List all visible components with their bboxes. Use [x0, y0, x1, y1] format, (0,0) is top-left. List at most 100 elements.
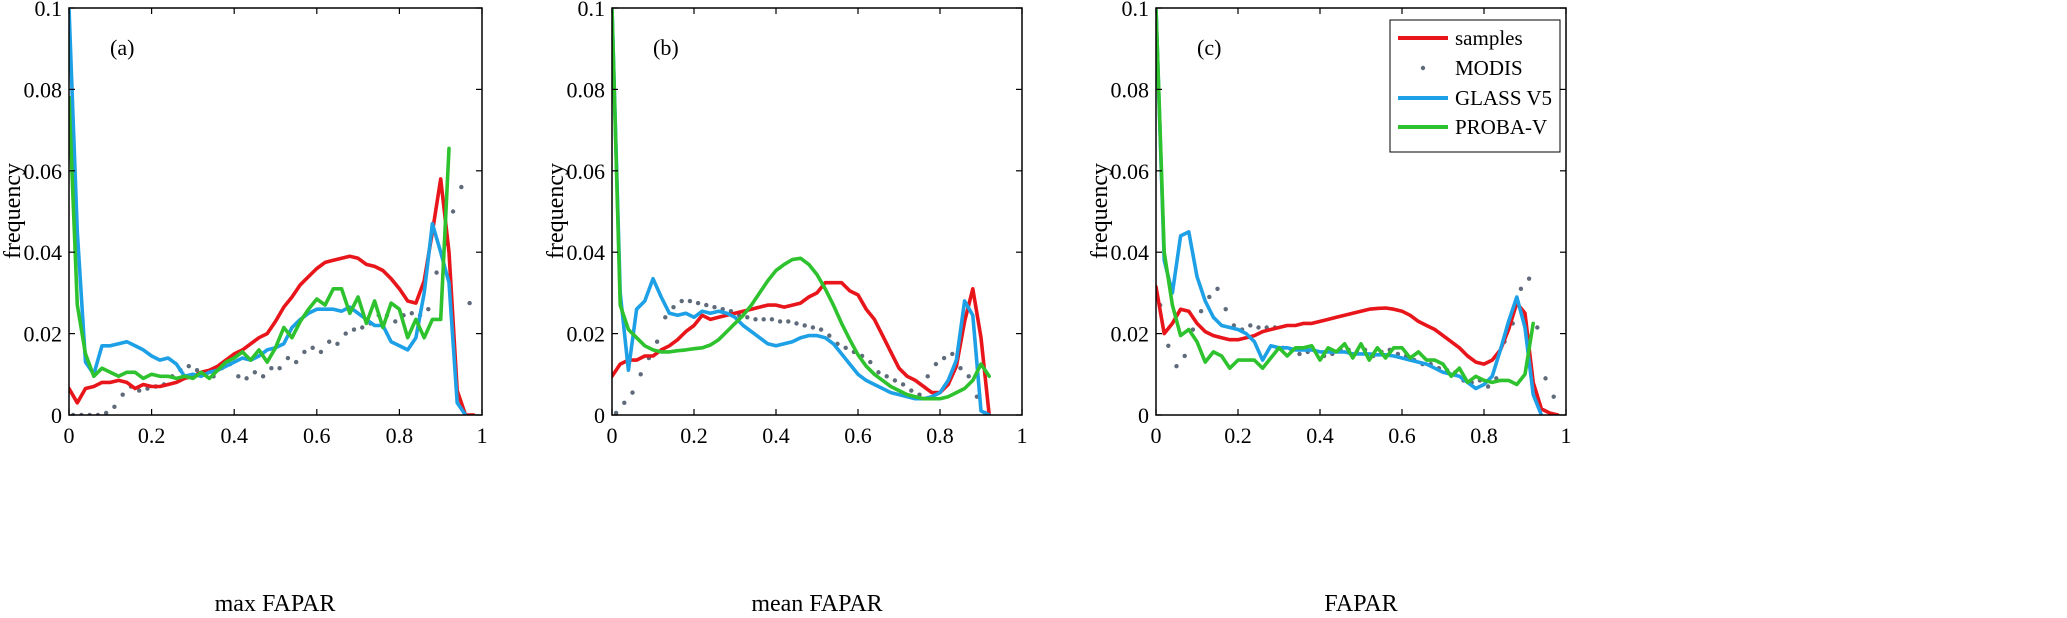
panel-a-series-modis-point-27: [293, 359, 299, 365]
legend-label-glass-v5: GLASS V5: [1455, 86, 1552, 110]
panel-b-series-modis-point-33: [884, 374, 889, 379]
panel-b-series-proba-v: [612, 8, 992, 401]
panel-c-series-modis-point-7: [1215, 286, 1220, 292]
panel-b-series-glass-v5: [612, 8, 992, 415]
panel-a-series-modis-point-32: [335, 341, 340, 346]
panel-c-series-modis-point-47: [1543, 376, 1548, 381]
panel-a-frame: [68, 7, 483, 416]
panel-c-ytick-label-5: 0.1: [1122, 0, 1150, 21]
panel-c-axes: 0 0.2 0.4 0.6 0.8 1 0 0.02 0.04 0.06 0.08 0.1: [1111, 0, 1572, 448]
panel-c-series-modis-point-46: [1535, 325, 1540, 330]
panel-b-series-modis-point-43: [966, 374, 971, 379]
panel-b-axes: 0 0.2 0.4 0.6 0.8 1 0 0.02 0.04 0.06 0.08 0.1: [567, 0, 1028, 448]
panel-b-xtick-label-3: 0.6: [844, 423, 872, 448]
panel-a-series-modis-point-31: [326, 339, 332, 344]
panel-b-ylabel: frequency: [543, 163, 569, 259]
panel-c-label: (c): [1197, 35, 1221, 60]
panel-b-series-modis-point-19: [769, 317, 775, 322]
panel-b-xtick-label-5: 1: [1017, 423, 1028, 448]
panel-a-series-modis-point-41: [409, 311, 414, 316]
panel-b-series-modis-point-6: [663, 315, 668, 320]
panel-a-series-modis-point-20: [236, 374, 241, 379]
panel-c-xtick-label-3: 0.6: [1388, 423, 1416, 448]
legend-label-modis: MODIS: [1455, 56, 1523, 80]
panel-a-series-modis-point-25: [277, 365, 282, 371]
panel-b-series-modis-point-25: [818, 327, 824, 332]
panel-b-series-modis-point-40: [941, 355, 947, 361]
panel-a-series-modis-point-26: [285, 355, 291, 361]
panel-a-ytick-label-0: 0: [51, 403, 62, 428]
panel-a-series-modis-point-24: [269, 365, 274, 371]
panel-c-ytick-label-4: 0.08: [1111, 77, 1150, 102]
panel-a-ytick-label-4: 0.08: [24, 77, 63, 102]
panel-a-series-modis-point-28: [302, 349, 307, 355]
panel-a-series-modis-point-22: [252, 370, 258, 375]
panel-b-series-modis-point-1: [622, 400, 627, 405]
panel-a-series-modis-point-6: [120, 392, 125, 397]
panel-b-series-modis-point-36: [909, 388, 914, 393]
panel-b-series-modis-point-35: [900, 382, 906, 387]
panel-b-series-samples: [612, 280, 992, 415]
panel-a-xtick-label-0: 0: [64, 423, 75, 448]
panel-a-series-modis-point-33: [343, 331, 348, 336]
panel-c-xlabel: FAPAR: [1324, 591, 1397, 617]
panel-c-xtick-label-5: 1: [1561, 423, 1572, 448]
panel-b-series-modis-point-20: [777, 319, 783, 324]
panel-a-series-modis-point-30: [318, 349, 324, 355]
panel-a: 0 0.2 0.4 0.6 0.8 1 0 0.02 0.04 0.06 0.08 0.1 (a) m…: [0, 0, 488, 617]
panel-b-series-modis-point-24: [810, 325, 816, 330]
panel-b-series: [612, 8, 992, 415]
panel-c-xtick-label-0: 0: [1151, 423, 1162, 448]
panel-b-series-modis-point-34: [892, 378, 898, 383]
panel-b-series-modis-point-21: [786, 319, 791, 324]
legend-label-samples: samples: [1455, 26, 1523, 50]
panel-b-series-modis-point-16: [745, 315, 750, 320]
panel-a-series-proba-v: [69, 95, 451, 381]
panel-b-series-modis-point-38: [925, 374, 930, 379]
panel-a-series-modis-point-44: [434, 270, 439, 275]
panel-c-series-modis-point-11: [1248, 323, 1253, 328]
panel-c-series-modis-point-12: [1256, 325, 1261, 330]
panel-c-series-modis-point-40: [1485, 384, 1491, 389]
panel-b-series-modis-point-41: [950, 351, 955, 357]
panel-a-axes: 0 0.2 0.4 0.6 0.8 1 0 0.02 0.04 0.06 0.08 0.1: [24, 0, 488, 448]
panel-c-series-modis-point-4: [1190, 327, 1196, 332]
panel-c-xtick-label-4: 0.8: [1470, 423, 1498, 448]
panel-a-series-modis-point-46: [450, 209, 456, 214]
legend-label-proba-v: PROBA-V: [1455, 115, 1547, 139]
panel-b-ytick-label-5: 0.1: [578, 0, 606, 21]
panel-b-ytick-label-2: 0.04: [567, 240, 606, 265]
panel-b-series-modis-point-0: [613, 410, 619, 415]
panel-a-series-modis-point-43: [426, 306, 431, 312]
panel-a-series-modis-point-34: [351, 327, 357, 332]
panel-a-xtick-label-2: 0.4: [220, 423, 248, 448]
panel-c: 0 0.2 0.4 0.6 0.8 1 0 0.02 0.04 0.06 0.08 0.1 (c) F…: [1087, 0, 1572, 617]
panel-b-ytick-label-1: 0.02: [567, 322, 606, 347]
panel-b-series-modis-point-10: [695, 300, 701, 306]
panel-c-series-modis-point-2: [1174, 363, 1179, 369]
panel-a-series-modis-point-5: [112, 404, 117, 410]
panel-c-series-samples: [1156, 284, 1560, 415]
panel-c-series: [1156, 8, 1560, 415]
panel-c-series-modis-point-3: [1182, 353, 1187, 359]
panel-a-series-modis-point-21: [244, 376, 249, 381]
panel-a-series-samples: [69, 177, 476, 415]
panel-b-xlabel: mean FAPAR: [751, 591, 882, 617]
panel-b-ytick-label-3: 0.06: [567, 159, 606, 184]
panel-a-ylabel: frequency: [0, 163, 26, 259]
panel-b-xtick-label-1: 0.2: [680, 423, 708, 448]
panel-c-ytick-label-0: 0: [1138, 403, 1149, 428]
panel-b-xtick-label-2: 0.4: [762, 423, 790, 448]
panel-a-series-modis-point-47: [459, 184, 464, 190]
panel-b-series-modis-point-7: [671, 304, 676, 310]
panel-c-ytick-label-1: 0.02: [1111, 322, 1150, 347]
panel-b-series-modis-point-5: [654, 339, 660, 344]
panel-b-series-modis-point-17: [753, 317, 758, 322]
panel-a-ytick-label-3: 0.06: [24, 159, 63, 184]
panel-c-xtick-label-2: 0.4: [1306, 423, 1334, 448]
panel-a-label: (a): [110, 35, 134, 60]
panel-a-series-modis-point-15: [194, 368, 200, 373]
panel-c-series-modis-point-1: [1166, 343, 1171, 349]
panel-c-xtick-label-1: 0.2: [1224, 423, 1252, 448]
panel-b-series-modis-point-22: [794, 321, 799, 326]
